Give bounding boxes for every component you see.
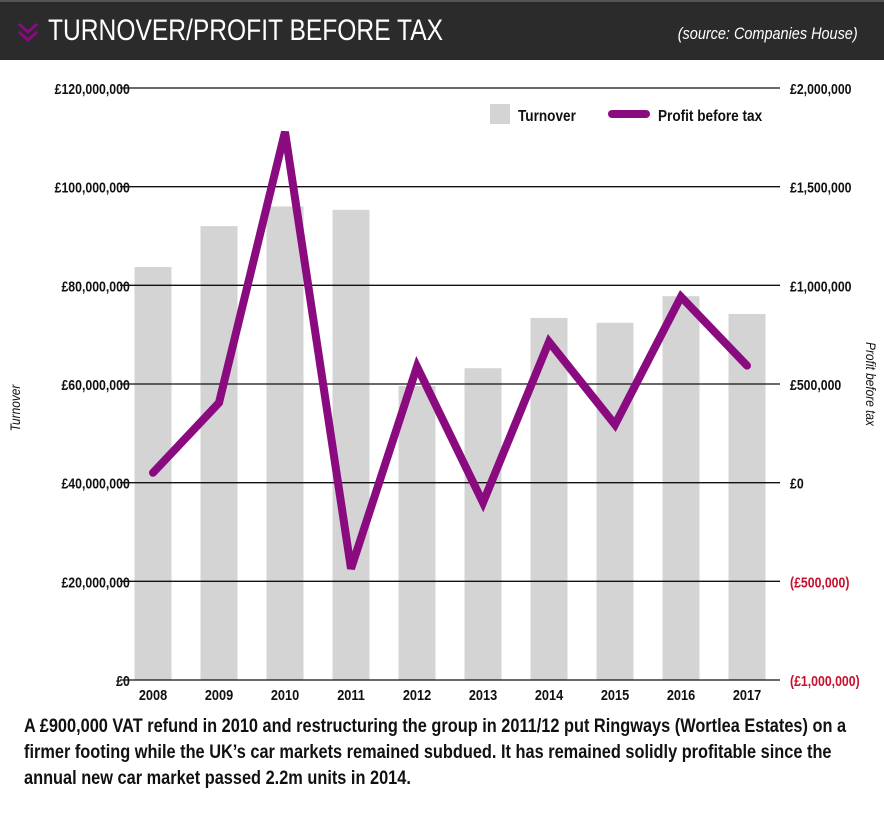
left-tick-label: £80,000,000 bbox=[61, 278, 130, 294]
right-tick-label: (£1,000,000) bbox=[790, 673, 860, 689]
profit-line bbox=[149, 130, 751, 570]
right-tick-label: £500,000 bbox=[790, 377, 842, 393]
bar-2012 bbox=[398, 385, 436, 680]
x-tick-label: 2013 bbox=[469, 686, 498, 703]
x-tick-label: 2009 bbox=[205, 686, 234, 703]
left-tick-label: £120,000,000 bbox=[55, 81, 131, 97]
bar-2009 bbox=[200, 226, 238, 680]
right-tick-label: £1,000,000 bbox=[790, 278, 852, 294]
chart-header: TURNOVER/PROFIT BEFORE TAX (source: Comp… bbox=[0, 0, 884, 60]
chart-title: TURNOVER/PROFIT BEFORE TAX bbox=[48, 14, 444, 47]
bar-2011 bbox=[332, 209, 370, 680]
legend-label-turnover: Turnover bbox=[518, 108, 576, 125]
bar-2017 bbox=[728, 313, 766, 680]
bar-2015 bbox=[596, 322, 634, 680]
x-tick-label: 2012 bbox=[403, 686, 432, 703]
legend-swatch-turnover bbox=[490, 104, 510, 124]
legend-label-profit: Profit before tax bbox=[658, 108, 763, 125]
left-tick-label: £20,000,000 bbox=[61, 574, 130, 590]
right-tick-label: £2,000,000 bbox=[790, 81, 852, 97]
left-tick-label: £0 bbox=[116, 673, 130, 689]
right-tick-label: (£500,000) bbox=[790, 574, 849, 590]
x-tick-label: 2017 bbox=[733, 686, 762, 703]
bar-2013 bbox=[464, 368, 502, 680]
chart-source: (source: Companies House) bbox=[678, 24, 858, 43]
right-axis-title: Profit before tax bbox=[863, 342, 879, 426]
x-tick-label: 2014 bbox=[535, 686, 564, 703]
x-tick-label: 2016 bbox=[667, 686, 696, 703]
left-axis-title: Turnover bbox=[7, 384, 23, 431]
left-tick-label: £40,000,000 bbox=[61, 476, 130, 492]
x-tick-label: 2010 bbox=[271, 686, 300, 703]
double-chevron-down-icon bbox=[18, 22, 38, 43]
combo-chart: £0 £20,000,000 £40,000,000 £60,000,000 £80,0… bbox=[7, 81, 879, 703]
bar-2010 bbox=[266, 206, 304, 680]
left-tick-label: £100,000,000 bbox=[55, 180, 131, 196]
left-tick-label: £60,000,000 bbox=[61, 377, 130, 393]
chart-caption: A £900,000 VAT refund in 2010 and restru… bbox=[24, 716, 847, 789]
x-tick-label: 2015 bbox=[601, 686, 630, 703]
right-tick-label: £0 bbox=[790, 476, 804, 492]
right-tick-label: £1,500,000 bbox=[790, 180, 852, 196]
x-tick-label: 2008 bbox=[139, 686, 168, 703]
bar-2016 bbox=[662, 296, 700, 680]
x-tick-label: 2011 bbox=[337, 686, 365, 703]
